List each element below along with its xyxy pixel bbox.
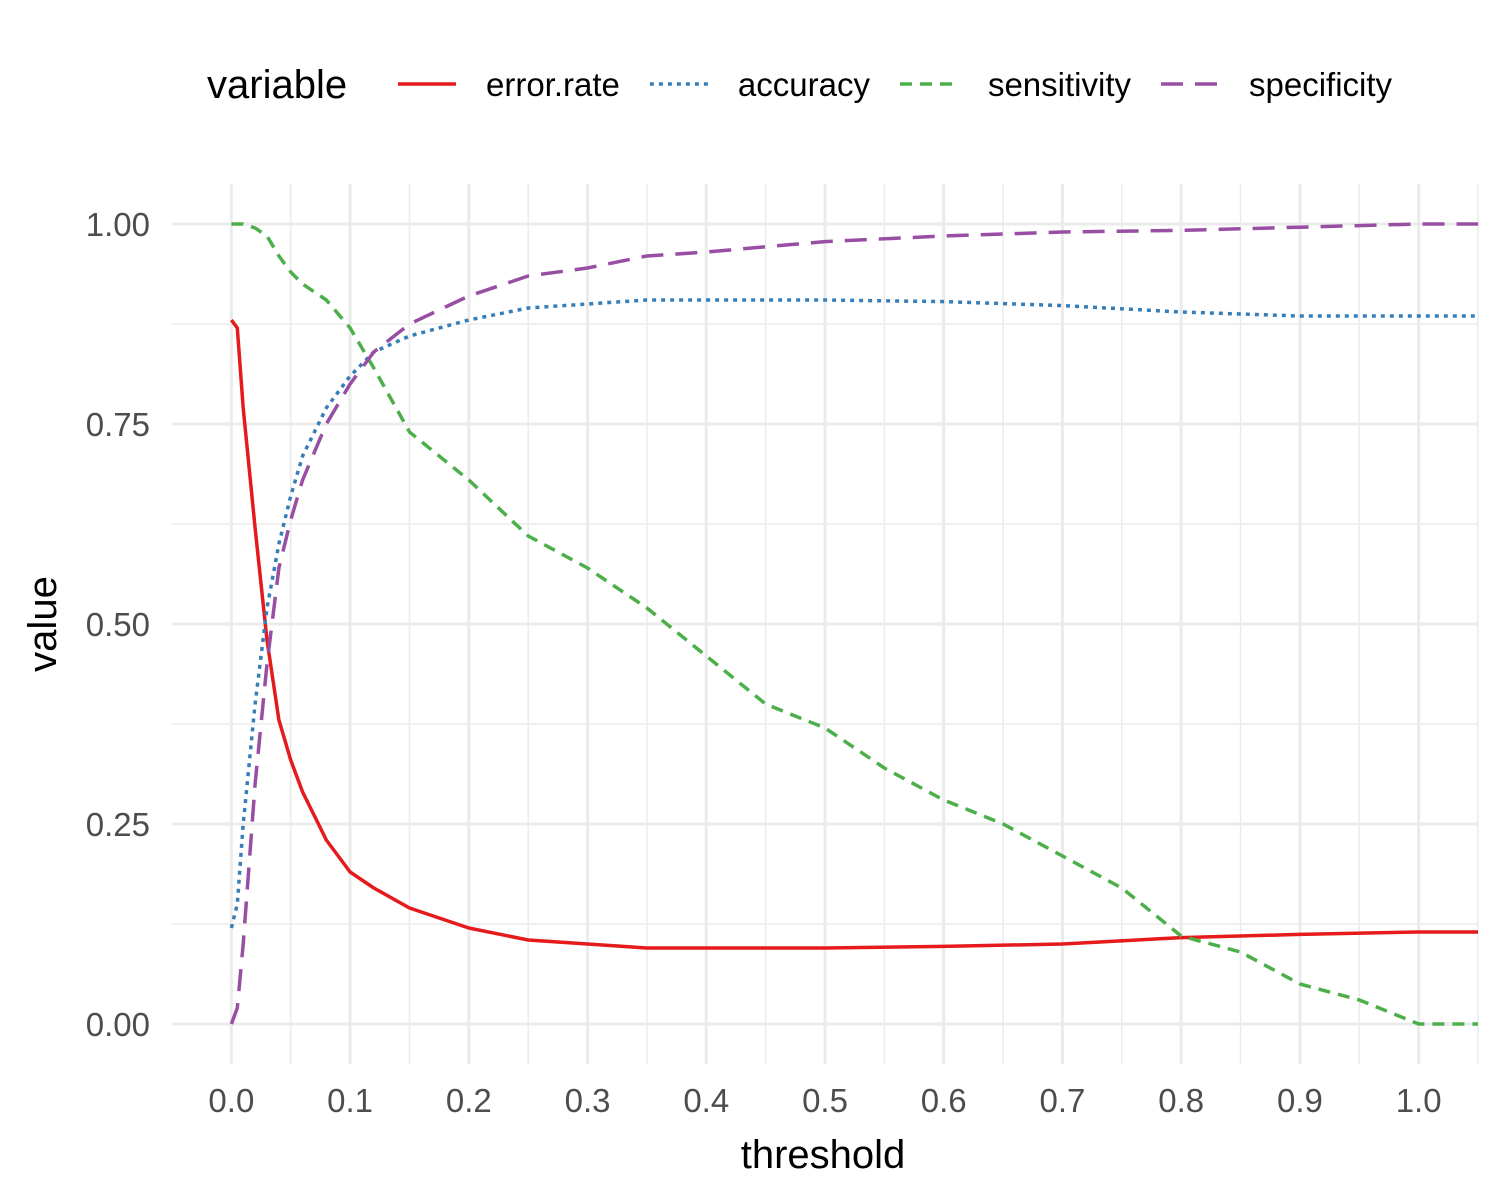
x-tick-label: 0.4 [683,1082,729,1119]
y-axis-tick-labels: 0.00 0.25 0.50 0.75 1.00 [86,206,150,1043]
x-tick-label: 0.7 [1040,1082,1086,1119]
x-tick-label: 0.8 [1158,1082,1204,1119]
series-line-sensitivity [231,222,1478,1026]
series-lines [229,222,1478,1026]
y-tick-label: 1.00 [86,206,150,243]
y-tick-label: 0.00 [86,1006,150,1043]
x-tick-label: 1.0 [1396,1082,1442,1119]
x-tick-label: 0.3 [565,1082,611,1119]
major-gridlines [172,184,1478,1064]
y-tick-label: 0.75 [86,406,150,443]
legend-label-accuracy: accuracy [738,66,871,103]
series-line-specificity [229,222,1478,1025]
legend-title: variable [207,63,347,107]
y-tick-label: 0.25 [86,806,150,843]
series-line-error-rate [229,318,1478,950]
legend-label-sensitivity: sensitivity [988,66,1132,103]
legend-label-specificity: specificity [1249,66,1393,103]
x-tick-label: 0.5 [802,1082,848,1119]
x-tick-label: 0.1 [327,1082,373,1119]
x-tick-label: 0.2 [446,1082,492,1119]
x-axis-tick-labels: 0.0 0.1 0.2 0.3 0.4 0.5 0.6 0.7 0.8 0.9 1.0 [208,1082,1441,1119]
legend: variable error.rate accuracy sensitivity sp… [207,63,1393,107]
x-tick-label: 0.9 [1277,1082,1323,1119]
legend-label-error-rate: error.rate [486,66,620,103]
y-tick-label: 0.50 [86,606,150,643]
series-line-accuracy [229,298,1478,929]
legend-items: error.rate accuracy sensitivity specificity [398,66,1393,103]
y-axis-title: value [21,576,65,672]
x-tick-label: 0.0 [208,1082,254,1119]
x-axis-title: threshold [741,1133,906,1177]
x-tick-label: 0.6 [921,1082,967,1119]
